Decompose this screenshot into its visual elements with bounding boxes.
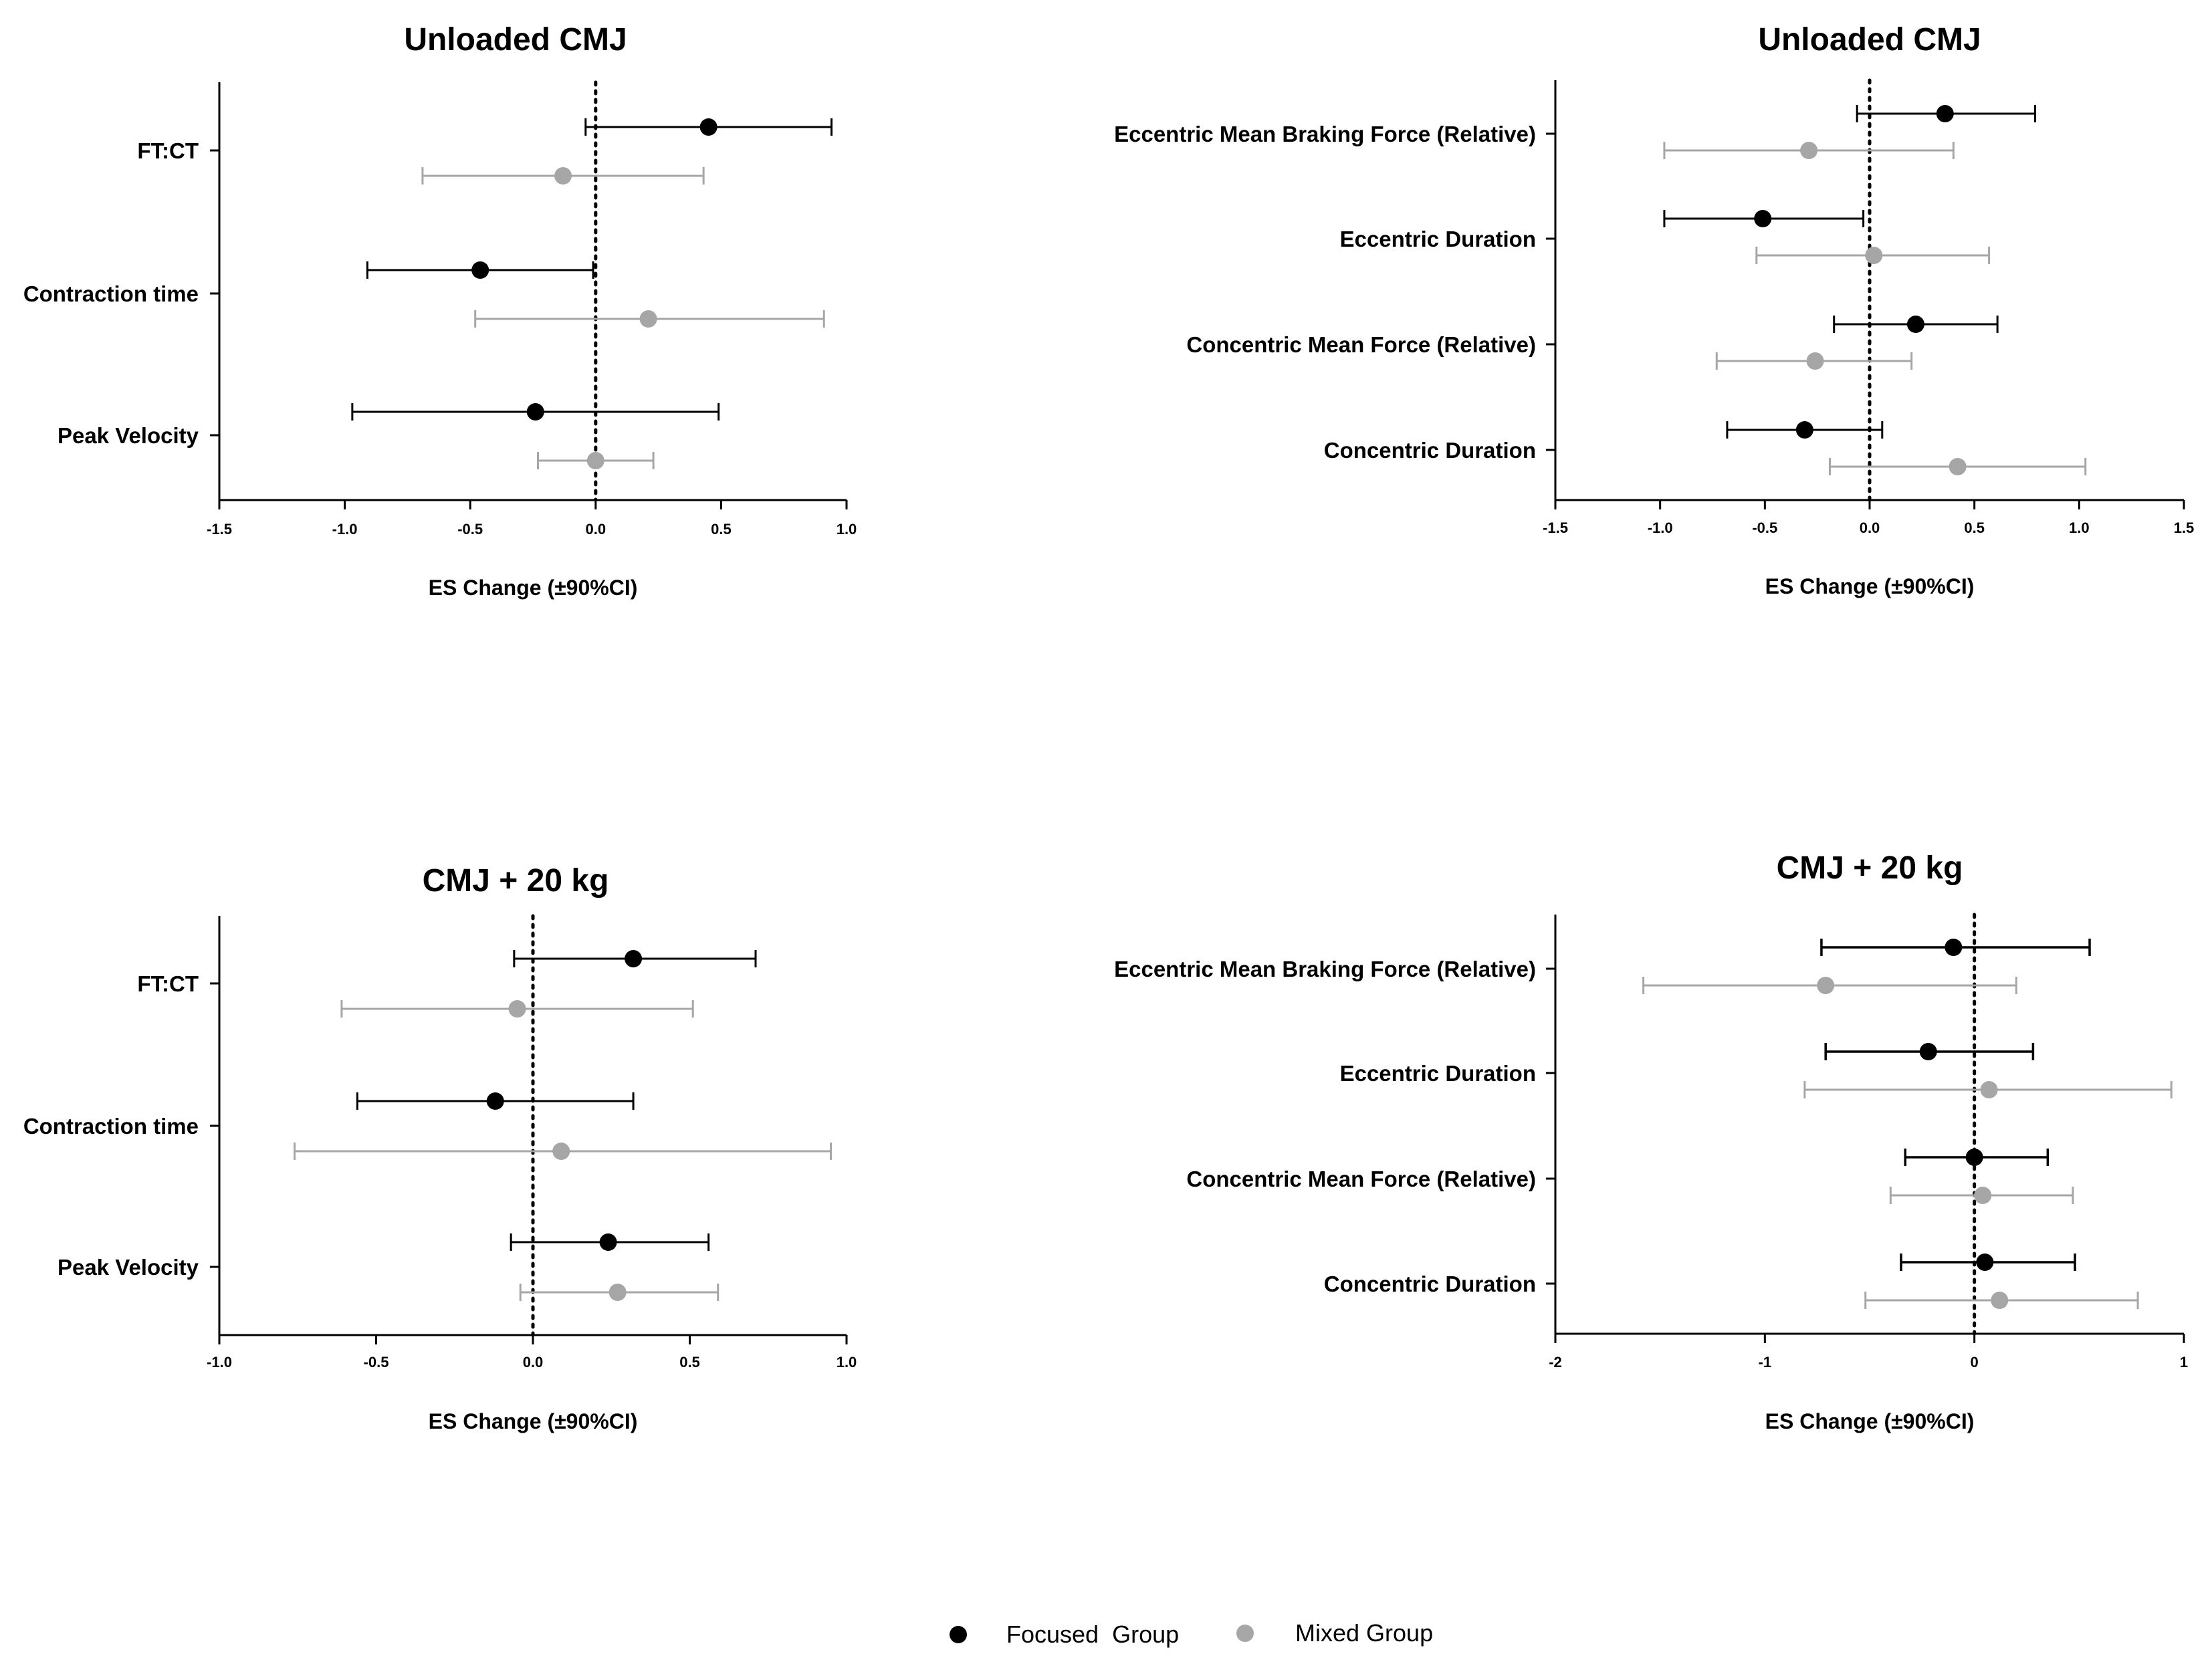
point-focused	[1965, 1149, 1983, 1166]
x-tick-label: 0.5	[679, 1354, 700, 1371]
point-focused	[1919, 1043, 1937, 1060]
point-focused	[1976, 1254, 1994, 1271]
point-focused	[1795, 421, 1813, 439]
point-focused	[1754, 210, 1772, 227]
point-mixed	[639, 310, 657, 328]
point-mixed	[552, 1143, 570, 1160]
panel-bottom-left: CMJ + 20 kg -1.0 -0.5 0.0 0.5 1.0 ES Change (±…	[23, 863, 857, 1433]
point-mixed	[1806, 352, 1824, 370]
x-tick-label: -1.0	[1648, 519, 1673, 536]
point-mixed	[1991, 1292, 2009, 1309]
category-label: Concentric Mean Force (Relative)	[1186, 332, 1536, 357]
point-focused	[625, 950, 643, 967]
x-tick-label: -0.5	[1752, 519, 1777, 536]
x-tick-label: -1.0	[207, 1354, 232, 1371]
x-tick-label: 1	[2180, 1354, 2188, 1371]
point-focused	[699, 118, 717, 136]
x-tick-label: -1.0	[332, 521, 358, 538]
x-tick-label: 1.0	[2069, 519, 2090, 536]
point-focused	[486, 1092, 504, 1110]
chart-title: CMJ + 20 kg	[423, 863, 609, 899]
category-label: Concentric Duration	[1324, 438, 1536, 463]
legend: Focused Group Mixed Group	[950, 1619, 1433, 1648]
x-tick-label: 1.0	[837, 1354, 857, 1371]
x-tick-label: -0.5	[457, 521, 483, 538]
point-mixed	[1980, 1081, 1998, 1098]
legend-marker-mixed	[1236, 1625, 1254, 1642]
category-label: Eccentric Mean Braking Force (Relative)	[1114, 957, 1536, 981]
category-label: Peak Velocity	[58, 1255, 199, 1280]
x-tick-label: -1	[1759, 1354, 1772, 1371]
category-label: Eccentric Duration	[1340, 227, 1536, 251]
category-label: Concentric Mean Force (Relative)	[1186, 1167, 1536, 1191]
x-tick-label: 0.5	[1964, 519, 1985, 536]
point-mixed	[1865, 247, 1883, 264]
legend-label-focused: Focused Group	[1006, 1621, 1179, 1648]
point-focused	[1906, 316, 1924, 333]
category-label: Peak Velocity	[58, 423, 199, 448]
point-mixed	[609, 1284, 627, 1301]
panel-bottom-right: CMJ + 20 kg -2 -1 0 1 ES Change (±90%CI) Eccen…	[1114, 850, 2188, 1433]
point-focused	[599, 1233, 617, 1251]
x-axis-label: ES Change (±90%CI)	[1765, 574, 1975, 598]
point-mixed	[1817, 977, 1835, 994]
x-axis-label: ES Change (±90%CI)	[1765, 1409, 1975, 1433]
point-focused	[526, 403, 544, 421]
point-focused	[1936, 105, 1954, 122]
chart-title: Unloaded CMJ	[404, 22, 627, 57]
point-focused	[1945, 939, 1963, 956]
chart-title: Unloaded CMJ	[1758, 22, 1981, 57]
category-label: FT:CT	[137, 971, 199, 996]
x-tick-label: 0	[1971, 1354, 1979, 1371]
category-label: Concentric Duration	[1324, 1272, 1536, 1296]
point-mixed	[1949, 458, 1967, 475]
category-label: FT:CT	[137, 138, 199, 163]
x-tick-label: 1.5	[2174, 519, 2195, 536]
panel-top-right: Unloaded CMJ -1.5 -1.0 -0.5 0.0 0.5 1.0 1.5 ES C…	[1114, 22, 2194, 598]
x-tick-label: -1.5	[1543, 519, 1568, 536]
x-tick-label: 0.0	[523, 1354, 544, 1371]
x-tick-label: -0.5	[364, 1354, 389, 1371]
x-tick-label: 0.0	[1860, 519, 1880, 536]
x-tick-label: -1.5	[207, 521, 232, 538]
point-mixed	[586, 452, 604, 469]
chart-title: CMJ + 20 kg	[1777, 850, 1963, 886]
point-mixed	[1800, 142, 1818, 159]
category-label: Contraction time	[23, 1114, 199, 1139]
x-tick-label: -2	[1549, 1354, 1562, 1371]
legend-marker-focused	[950, 1626, 967, 1643]
x-tick-label: 0.0	[586, 521, 606, 538]
category-label: Eccentric Duration	[1340, 1061, 1536, 1086]
point-mixed	[1974, 1187, 1992, 1204]
panel-top-left: Unloaded CMJ -1.5 -1.0 -0.5 0.0 0.5 1.0 ES Chan…	[23, 22, 857, 600]
x-tick-label: 1.0	[837, 521, 857, 538]
x-axis-label: ES Change (±90%CI)	[429, 1409, 638, 1433]
category-label: Contraction time	[23, 281, 199, 306]
x-axis-label: ES Change (±90%CI)	[429, 576, 638, 600]
category-label: Eccentric Mean Braking Force (Relative)	[1114, 122, 1536, 146]
point-focused	[471, 261, 489, 279]
point-mixed	[508, 1000, 526, 1018]
x-tick-label: 0.5	[711, 521, 732, 538]
point-mixed	[554, 167, 572, 185]
legend-label-mixed: Mixed Group	[1295, 1619, 1433, 1647]
